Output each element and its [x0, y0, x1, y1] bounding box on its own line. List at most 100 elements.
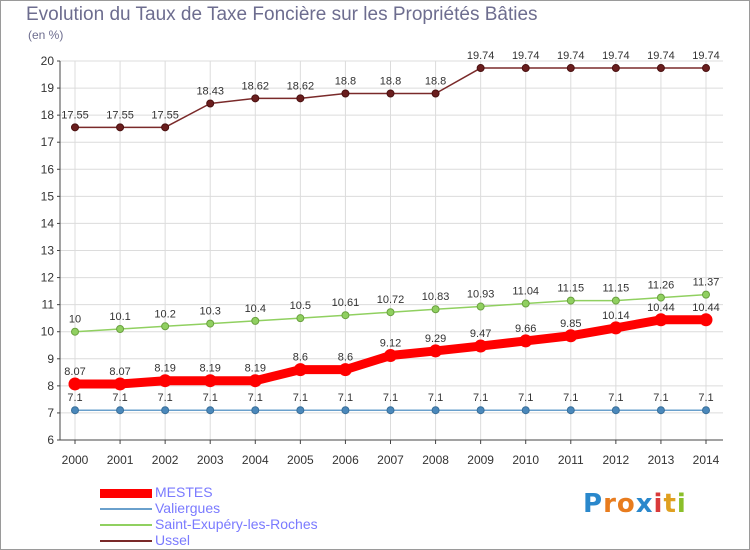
data-label-mestes: 10.44 [692, 302, 720, 314]
data-label-mestes: 8.19 [200, 363, 221, 375]
data-point-saint-exup-ry-les-roches [161, 322, 170, 331]
y-tick-label: 20 [41, 54, 55, 68]
y-tick-label: 18 [41, 108, 55, 122]
brand-logo: Proxiti [583, 489, 687, 519]
data-label-saint-exup-ry-les-roches: 11.04 [512, 286, 539, 298]
data-point-mestes [113, 377, 127, 391]
data-point-saint-exup-ry-les-roches [702, 290, 710, 299]
data-label-saint-exup-ry-les-roches: 10.3 [200, 306, 221, 318]
data-point-valiergues [296, 406, 305, 415]
data-point-valiergues [656, 406, 665, 415]
data-label-valiergues: 7.1 [428, 392, 443, 404]
legend-swatch-saint-exupery [100, 524, 152, 527]
data-label-valiergues: 7.1 [563, 392, 578, 404]
x-tick-label: 2005 [287, 453, 314, 467]
data-label-saint-exup-ry-les-roches: 11.15 [557, 283, 584, 295]
data-label-valiergues: 7.1 [203, 392, 218, 404]
data-label-saint-exup-ry-les-roches: 10.93 [467, 289, 495, 301]
brand-letter: t [663, 489, 677, 519]
data-point-ussel [431, 89, 440, 98]
data-point-ussel [116, 123, 125, 132]
y-tick-label: 10 [41, 325, 55, 339]
data-label-ussel: 17.55 [61, 109, 89, 121]
x-tick-label: 2007 [377, 453, 404, 467]
data-label-mestes: 8.07 [109, 366, 130, 378]
legend-item-saint-exupery: Saint-Exupéry-les-Roches [100, 516, 318, 532]
data-label-mestes: 9.47 [470, 328, 491, 340]
data-point-valiergues [521, 406, 530, 415]
data-point-saint-exup-ry-les-roches [521, 299, 530, 308]
brand-letter: o [616, 489, 636, 519]
x-tick-label: 2009 [467, 453, 494, 467]
x-tick-label: 2006 [332, 453, 359, 467]
legend-swatch-mestes [100, 488, 152, 498]
data-label-ussel: 18.8 [380, 75, 401, 87]
data-point-saint-exup-ry-les-roches [656, 293, 665, 302]
data-point-valiergues [566, 406, 575, 415]
legend: MESTES Valiergues Saint-Exupéry-les-Roch… [100, 484, 318, 548]
x-tick-label: 2004 [242, 453, 269, 467]
data-label-saint-exup-ry-les-roches: 11.15 [602, 283, 629, 295]
data-label-valiergues: 7.1 [608, 392, 623, 404]
x-tick-label: 2000 [62, 453, 89, 467]
data-label-ussel: 19.74 [512, 50, 540, 62]
data-point-ussel [296, 94, 305, 103]
data-point-ussel [521, 64, 530, 73]
data-point-saint-exup-ry-les-roches [206, 319, 215, 328]
y-tick-label: 6 [47, 433, 54, 447]
brand-letter: i [676, 489, 687, 519]
data-point-valiergues [206, 406, 215, 415]
data-point-ussel [386, 89, 395, 98]
data-label-mestes: 10.14 [602, 310, 630, 322]
data-label-ussel: 18.62 [287, 80, 315, 92]
data-point-saint-exup-ry-les-roches [116, 325, 125, 334]
data-label-mestes: 9.29 [425, 333, 446, 345]
data-point-mestes [158, 374, 172, 388]
y-tick-label: 15 [41, 189, 55, 203]
data-label-valiergues: 7.1 [112, 392, 127, 404]
data-label-ussel: 17.55 [106, 109, 134, 121]
data-point-ussel [251, 94, 260, 103]
data-label-valiergues: 7.1 [518, 392, 533, 404]
legend-label-ussel: Ussel [155, 532, 191, 548]
legend-item-ussel: Ussel [100, 532, 318, 548]
data-point-mestes [519, 334, 533, 348]
data-label-valiergues: 7.1 [473, 392, 488, 404]
x-tick-label: 2012 [603, 453, 630, 467]
data-point-mestes [429, 344, 443, 358]
legend-item-valiergues: Valiergues [100, 500, 318, 516]
data-point-saint-exup-ry-les-roches [296, 314, 305, 323]
y-tick-label: 16 [41, 162, 55, 176]
y-tick-label: 12 [41, 271, 55, 285]
chart-title: Evolution du Taux de Taxe Foncière sur l… [26, 4, 538, 25]
data-label-valiergues: 7.1 [383, 392, 398, 404]
brand-letter: x [635, 489, 654, 519]
legend-item-mestes: MESTES [100, 484, 318, 500]
x-tick-label: 2002 [152, 453, 179, 467]
y-tick-label: 17 [41, 135, 55, 149]
data-label-valiergues: 7.1 [653, 392, 668, 404]
data-point-ussel [611, 64, 620, 73]
data-point-ussel [341, 89, 350, 98]
data-point-ussel [206, 99, 215, 108]
x-tick-label: 2014 [693, 453, 720, 467]
x-tick-label: 2008 [422, 453, 449, 467]
data-point-saint-exup-ry-les-roches [566, 296, 575, 305]
data-point-ussel [656, 64, 665, 73]
unit-label: (en %) [28, 28, 64, 42]
data-point-ussel [71, 123, 79, 132]
data-label-saint-exup-ry-les-roches: 10.1 [109, 311, 130, 323]
data-label-ussel: 19.74 [602, 50, 630, 62]
data-point-valiergues [702, 406, 710, 415]
data-point-mestes [654, 313, 668, 327]
brand-letter: P [583, 489, 604, 519]
y-tick-label: 13 [41, 244, 55, 258]
data-label-mestes: 10.44 [647, 302, 675, 314]
legend-swatch-ussel [100, 540, 152, 543]
data-point-valiergues [251, 406, 260, 415]
data-point-saint-exup-ry-les-roches [386, 308, 395, 317]
data-label-valiergues: 7.1 [293, 392, 308, 404]
data-label-mestes: 9.66 [515, 323, 536, 335]
data-point-valiergues [341, 406, 350, 415]
